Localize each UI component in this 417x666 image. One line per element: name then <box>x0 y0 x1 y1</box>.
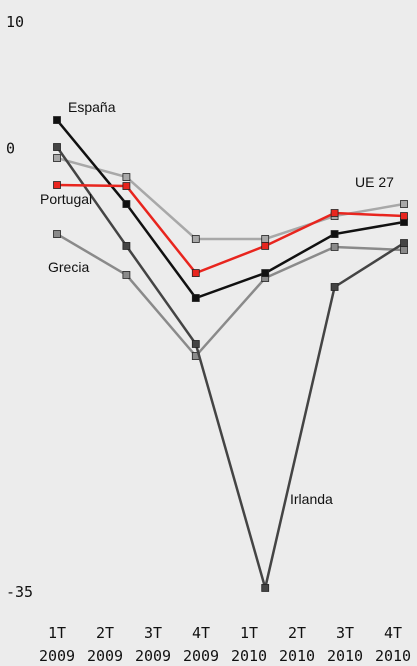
point <box>400 239 408 247</box>
x-tick-label: 1T 2010 <box>231 624 267 665</box>
point <box>122 182 131 190</box>
series-label: Irlanda <box>290 491 333 507</box>
point <box>191 269 200 277</box>
point <box>191 294 200 302</box>
point <box>261 269 270 277</box>
point <box>122 173 131 181</box>
y-tick-label: 0 <box>6 140 15 158</box>
point <box>261 584 270 592</box>
point <box>261 235 270 243</box>
y-tick-label: -35 <box>6 583 33 601</box>
point <box>191 235 200 243</box>
point <box>400 246 408 254</box>
series-label: España <box>68 99 116 115</box>
x-tick-label: 2T 2009 <box>87 624 123 665</box>
point <box>330 283 339 291</box>
x-tick-label: 3T 2010 <box>327 624 363 665</box>
series-line <box>56 232 405 358</box>
point <box>53 230 61 238</box>
series-label: UE 27 <box>355 174 394 190</box>
x-tick-label: 1T 2009 <box>39 624 75 665</box>
point <box>53 116 61 124</box>
point <box>400 212 408 220</box>
x-tick-label: 4T 2009 <box>183 624 219 665</box>
point <box>122 271 131 279</box>
x-tick-label: 4T 2010 <box>375 624 411 665</box>
x-tick-label: 2T 2010 <box>279 624 315 665</box>
point <box>330 230 339 238</box>
point <box>261 242 270 250</box>
series-line <box>55 146 405 589</box>
series-label: Portugal <box>40 191 92 207</box>
point <box>122 200 131 208</box>
series-line <box>56 119 405 300</box>
x-tick-label: 3T 2009 <box>135 624 171 665</box>
point <box>122 242 131 250</box>
series-line <box>56 183 405 275</box>
point <box>53 154 61 162</box>
point <box>53 143 61 151</box>
series-line <box>56 156 405 241</box>
point <box>400 200 408 208</box>
point <box>330 209 339 217</box>
y-tick-label: 10 <box>6 13 24 31</box>
point <box>330 243 339 251</box>
series-label: Grecia <box>48 259 89 275</box>
point <box>191 340 200 348</box>
point <box>53 181 61 189</box>
